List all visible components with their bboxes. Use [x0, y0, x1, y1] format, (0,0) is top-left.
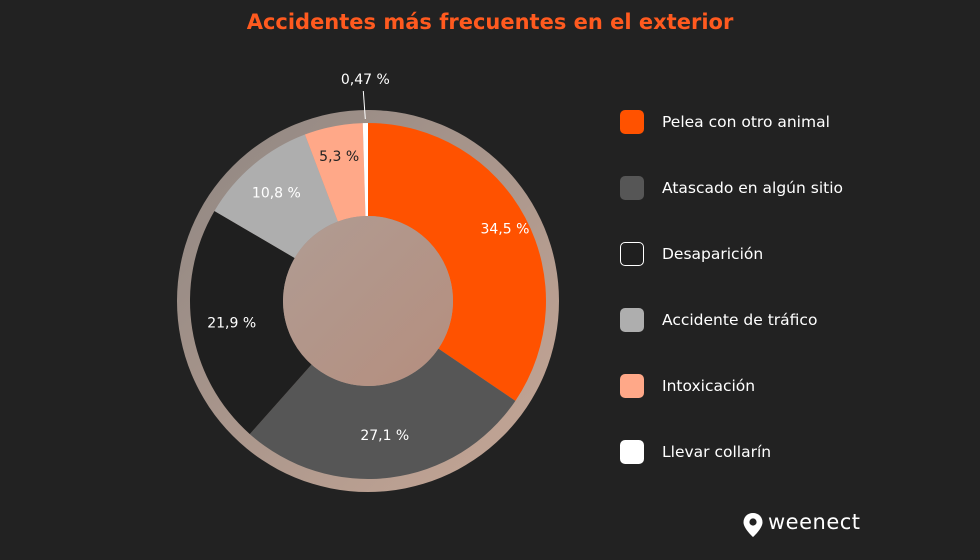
legend-item-intoxicacion: Intoxicación — [620, 374, 950, 404]
slice-label-atascado: 27,1 % — [360, 428, 409, 444]
slice-label-trafico: 10,8 % — [252, 186, 301, 202]
slice-label-pelea: 34,5 % — [480, 221, 529, 237]
legend-swatch-atascado — [620, 176, 644, 200]
chart-title: Accidentes más frecuentes en el exterior — [246, 10, 734, 34]
legend-label-intoxicacion: Intoxicación — [662, 377, 756, 395]
legend-label-collarin: Llevar collarín — [662, 443, 772, 461]
legend-label-desaparicion: Desaparición — [662, 245, 764, 263]
slice-label-collarin: 0,47 % — [341, 72, 390, 88]
location-pin-icon — [743, 513, 763, 537]
leader-line-collarin — [362, 90, 366, 120]
slice-desaparicion — [190, 210, 312, 435]
slice-pelea — [368, 123, 546, 401]
legend-swatch-trafico — [620, 308, 644, 332]
donut-chart: 34,5 % 27,1 % 21,9 % 10,8 % 5,3 % 0,47 % — [177, 72, 559, 492]
slice-atascado — [249, 348, 516, 479]
slice-intoxicacion — [304, 123, 366, 222]
legend-item-trafico: Accidente de tráfico — [620, 308, 950, 338]
donut-hole — [283, 216, 453, 386]
weenect-logo: weenect — [742, 510, 862, 538]
brand-name: weenect — [768, 510, 861, 534]
slice-label-intoxicacion: 5,3 % — [319, 149, 359, 165]
legend-swatch-desaparicion — [620, 242, 644, 266]
legend-label-atascado: Atascado en algún sitio — [662, 179, 844, 197]
legend-item-collarin: Llevar collarín — [620, 440, 950, 470]
legend-swatch-collarin — [620, 440, 644, 464]
legend-label-trafico: Accidente de tráfico — [662, 311, 818, 329]
legend-swatch-intoxicacion — [620, 374, 644, 398]
legend-swatch-pelea — [620, 110, 644, 134]
slice-trafico — [214, 134, 338, 259]
legend-item-desaparicion: Desaparición — [620, 242, 950, 272]
slice-label-desaparicion: 21,9 % — [207, 316, 256, 332]
legend-item-pelea: Pelea con otro animal — [620, 110, 950, 140]
legend-label-pelea: Pelea con otro animal — [662, 113, 830, 131]
slice-collarin — [362, 123, 368, 217]
legend-item-atascado: Atascado en algún sitio — [620, 176, 950, 206]
